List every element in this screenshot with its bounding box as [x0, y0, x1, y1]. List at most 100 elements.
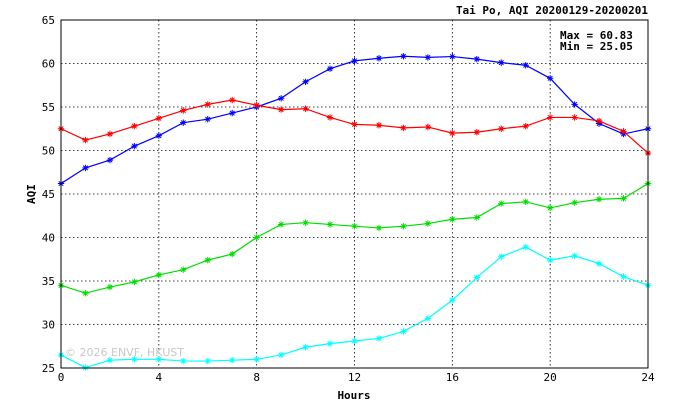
- data-point: [302, 78, 309, 85]
- data-point: [449, 296, 456, 304]
- data-point: [424, 54, 432, 61]
- data-point: [253, 356, 260, 363]
- data-point: [82, 136, 89, 144]
- data-point: [546, 75, 554, 82]
- data-point: [229, 109, 236, 117]
- data-point: [571, 101, 578, 108]
- data-point: [571, 252, 578, 259]
- data-point: [400, 328, 407, 335]
- data-point: [400, 53, 407, 60]
- chart-title: Tai Po, AQI 20200129-20200201: [456, 4, 648, 17]
- data-point: [204, 357, 211, 365]
- data-point: [277, 221, 285, 228]
- x-tick-label: 0: [58, 371, 65, 384]
- data-point: [522, 122, 529, 130]
- y-tick-label: 50: [42, 145, 55, 158]
- data-point: [546, 256, 554, 264]
- data-point: [180, 266, 187, 273]
- data-point: [522, 62, 529, 69]
- series-3: [57, 180, 652, 297]
- y-tick-label: 45: [42, 188, 55, 201]
- data-point: [473, 274, 480, 281]
- data-point: [351, 337, 358, 345]
- y-axis-title: AQI: [25, 184, 38, 204]
- data-point: [424, 220, 432, 227]
- plot-frame: [60, 19, 649, 369]
- data-point: [473, 129, 480, 136]
- data-point: [229, 356, 236, 364]
- y-tick-label: 30: [42, 319, 55, 332]
- data-point: [375, 335, 383, 342]
- data-point: [131, 122, 138, 130]
- data-point: [277, 351, 285, 359]
- data-point: [253, 234, 260, 241]
- series-2: [57, 96, 652, 157]
- data-point: [400, 124, 407, 132]
- y-tick-label: 25: [42, 362, 55, 375]
- data-point: [449, 53, 456, 60]
- data-point: [595, 196, 603, 203]
- data-point: [473, 214, 480, 221]
- data-point: [498, 200, 505, 207]
- data-point: [155, 356, 163, 363]
- data-point: [595, 117, 603, 125]
- data-point: [351, 121, 358, 128]
- data-point: [253, 102, 260, 109]
- data-point: [302, 105, 309, 112]
- x-tick-label: 4: [156, 371, 163, 384]
- data-point: [204, 115, 211, 123]
- tick-labels: 0 4 8 12 16 20 24 25 30 35 40 45 50 55 60 65: [42, 14, 655, 384]
- data-point: [180, 357, 187, 365]
- data-point: [522, 243, 529, 251]
- data-point: [131, 356, 138, 363]
- y-tick-label: 35: [42, 275, 55, 288]
- data-point: [620, 195, 627, 202]
- data-point: [82, 289, 89, 297]
- y-tick-label: 60: [42, 58, 55, 71]
- data-point: [571, 199, 578, 206]
- x-tick-label: 8: [253, 371, 260, 384]
- data-point: [351, 222, 358, 230]
- data-point: [449, 129, 456, 137]
- data-point: [546, 114, 554, 121]
- data-point: [326, 221, 334, 228]
- data-point: [498, 125, 505, 132]
- data-point: [277, 106, 285, 113]
- series-layer: [57, 53, 652, 371]
- data-point: [106, 130, 114, 138]
- data-point: [155, 132, 163, 139]
- data-point: [351, 57, 358, 65]
- max-annotation: Max = 60.83: [560, 29, 633, 42]
- data-point: [595, 260, 603, 267]
- data-point: [522, 198, 529, 206]
- x-axis-title: Hours: [337, 389, 370, 402]
- watermark: © 2026 ENVF, HKUST: [65, 346, 184, 359]
- data-point: [498, 253, 505, 260]
- data-point: [571, 114, 578, 121]
- data-point: [424, 315, 432, 322]
- x-tick-label: 20: [544, 371, 557, 384]
- data-point: [131, 278, 138, 286]
- data-point: [620, 128, 627, 135]
- data-point: [106, 356, 114, 364]
- x-tick-label: 16: [446, 371, 459, 384]
- data-point: [180, 119, 187, 126]
- data-point: [375, 224, 383, 232]
- x-tick-label: 12: [348, 371, 361, 384]
- data-point: [375, 122, 383, 129]
- data-point: [302, 343, 309, 351]
- data-point: [155, 271, 163, 279]
- y-tick-label: 65: [42, 14, 55, 27]
- data-point: [473, 55, 480, 63]
- data-point: [204, 101, 211, 108]
- grid: [61, 20, 648, 368]
- data-point: [546, 204, 554, 212]
- data-point: [620, 273, 627, 280]
- data-point: [400, 222, 407, 230]
- data-point: [180, 107, 187, 114]
- data-point: [131, 142, 138, 150]
- y-tick-label: 40: [42, 232, 55, 245]
- data-point: [106, 156, 114, 164]
- data-point: [229, 250, 236, 258]
